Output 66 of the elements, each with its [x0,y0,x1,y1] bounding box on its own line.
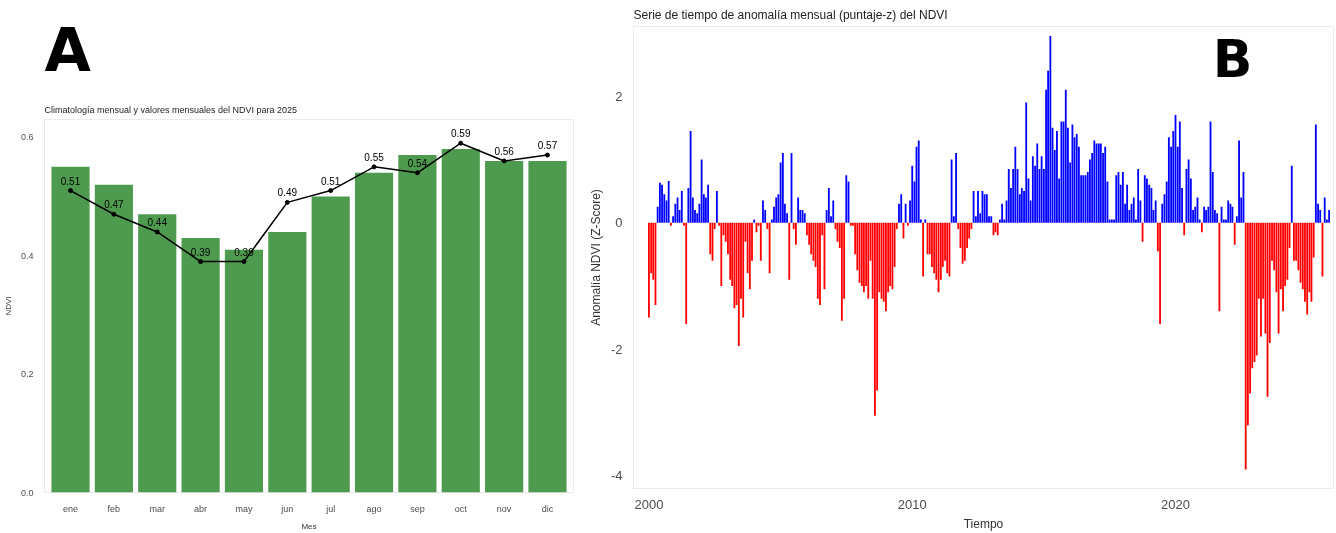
point [544,152,550,158]
bar [528,160,567,493]
y-tick-label: -4 [610,468,623,484]
x-tick-label: 2020 [1161,496,1190,512]
data-label: 0.57 [537,140,558,152]
point [154,229,160,235]
point [328,188,334,194]
data-label: 0.44 [147,216,168,228]
point [241,259,247,265]
x-tick-label: jun [280,503,294,514]
y-axis-title: NDVI [3,296,13,316]
bar [354,172,394,493]
x-axis-title: Mes [301,521,317,531]
bar [398,155,437,493]
y-tick-label: 0.0 [20,487,34,498]
y-tick-label: 0.6 [20,132,34,143]
annotation: B [1212,28,1253,89]
y-tick-label: 2 [615,88,623,104]
data-label: 0.49 [277,187,298,199]
data-label: 0.54 [407,157,428,169]
bar [51,166,90,493]
bar [485,160,524,493]
x-tick-label: oct [454,503,468,514]
bar [268,231,307,493]
data-label: 0.56 [494,145,515,157]
chart-title: Serie de tiempo de anomalía mensual (puntaje-z) del NDVI [633,7,948,22]
data-label: 0.59 [451,128,471,140]
x-tick-label: nov [496,503,512,514]
y-tick-label: 0.4 [20,250,34,261]
y-tick-label: 0.2 [20,369,34,380]
data-label: 0.55 [364,151,385,163]
bar [181,237,220,493]
x-tick-label: feb [107,503,121,514]
chart-title: Climatología mensual y valores mensuales del NDVI para 2025 [44,104,298,115]
data-label: 0.39 [190,246,211,258]
x-tick-label: dic [541,503,554,514]
point [284,199,290,205]
y-tick-label: -2 [610,341,623,357]
bar [311,196,350,493]
y-tick-label: 0 [615,215,623,231]
x-axis-title: Tiempo [963,516,1004,531]
y-axis-title: Anomalía NDVI (Z-Score) [588,189,603,326]
data-label: 0.47 [104,199,125,211]
data-label: 0.51 [60,175,81,187]
bar [138,214,177,493]
point [458,140,464,146]
x-tick-label: sep [410,503,425,514]
x-tick-label: ago [366,503,382,514]
x-tick-label: mar [149,503,165,514]
x-tick-label: may [235,503,253,514]
x-tick-label: ene [63,503,79,514]
data-label: 0.51 [320,175,341,187]
point [111,211,117,217]
x-tick-label: abr [194,503,208,514]
point [198,259,204,265]
point [414,170,420,176]
point [371,164,377,170]
x-tick-label: 2010 [897,496,927,512]
text: A [44,15,92,85]
x-tick-label: 2000 [634,496,664,512]
bar [441,149,480,493]
bar [224,249,264,493]
point [501,158,507,164]
x-tick-label: jul [325,503,336,514]
point [68,188,74,194]
bar [94,184,133,493]
